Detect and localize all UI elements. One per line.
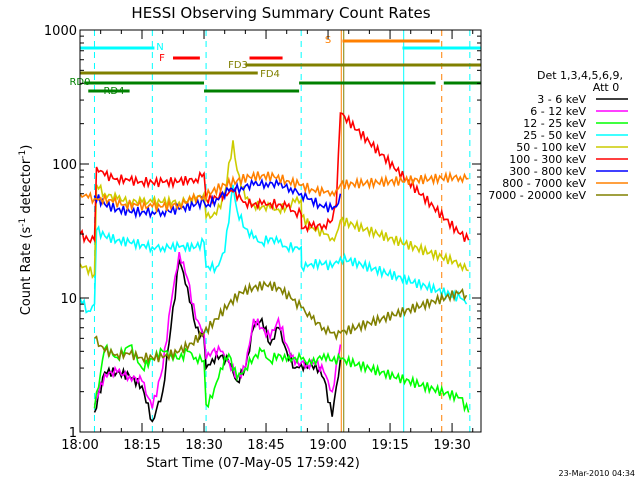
y-tick-label: 1 bbox=[69, 426, 77, 441]
x-tick-label: 18:30 bbox=[185, 438, 222, 453]
series-line bbox=[80, 184, 468, 314]
chart-title: HESSI Observing Summary Count Rates bbox=[131, 4, 430, 22]
y-axis-label: Count Rate (s-1 detector-1) bbox=[18, 145, 34, 316]
legend-label: 300 - 800 keV bbox=[509, 165, 586, 178]
series-line bbox=[80, 140, 469, 279]
state-bar-label: F bbox=[159, 53, 165, 64]
x-tick-label: 18:45 bbox=[247, 438, 284, 453]
series-line bbox=[93, 257, 342, 423]
y-tick-label: 100 bbox=[52, 158, 77, 173]
x-tick-label: 19:15 bbox=[371, 438, 408, 453]
state-bar-label: FD3 bbox=[228, 60, 248, 71]
x-tick-label: 18:00 bbox=[61, 438, 98, 453]
series-lines bbox=[80, 112, 470, 423]
series-line bbox=[80, 170, 469, 214]
series-line bbox=[93, 177, 342, 220]
legend-header-detectors: Det 1,3,4,5,6,9, bbox=[537, 69, 623, 82]
legend-label: 100 - 300 keV bbox=[509, 153, 586, 166]
legend-label: 25 - 50 keV bbox=[523, 129, 586, 142]
series-line bbox=[94, 280, 468, 365]
state-bar-label: S bbox=[325, 35, 331, 46]
legend-label: 50 - 100 keV bbox=[516, 141, 586, 154]
series-line bbox=[93, 251, 342, 409]
x-tick-label: 19:30 bbox=[433, 438, 470, 453]
plot-frame bbox=[79, 29, 482, 433]
series-line bbox=[80, 112, 470, 244]
legend-label: 12 - 25 keV bbox=[523, 117, 586, 130]
x-tick-label: 19:00 bbox=[309, 438, 346, 453]
y-tick-label: 1000 bbox=[44, 24, 77, 39]
state-bar-label: FD4 bbox=[260, 69, 280, 80]
legend-label: 800 - 7000 keV bbox=[502, 177, 586, 190]
legend-label: 3 - 6 keV bbox=[537, 93, 586, 106]
y-axis: 1 10 100 1000 bbox=[44, 24, 481, 441]
legend-label: 7000 - 20000 keV bbox=[488, 189, 586, 202]
vertical-markers bbox=[93, 30, 471, 432]
y-tick-label: 10 bbox=[60, 292, 77, 307]
footer-date: 23-Mar-2010 04:34 bbox=[559, 469, 636, 478]
legend-header-attenuator: Att 0 bbox=[593, 81, 619, 94]
x-axis: 18:00 18:15 18:30 18:45 19:00 19:15 19:30 bbox=[61, 30, 474, 453]
state-bar-label: N bbox=[156, 42, 163, 53]
x-axis-label: Start Time (07-May-05 17:59:42) bbox=[146, 456, 360, 471]
x-tick-label: 18:15 bbox=[123, 438, 160, 453]
legend-label: 6 - 12 keV bbox=[530, 105, 586, 118]
state-bar-label: RD4 bbox=[103, 86, 124, 97]
